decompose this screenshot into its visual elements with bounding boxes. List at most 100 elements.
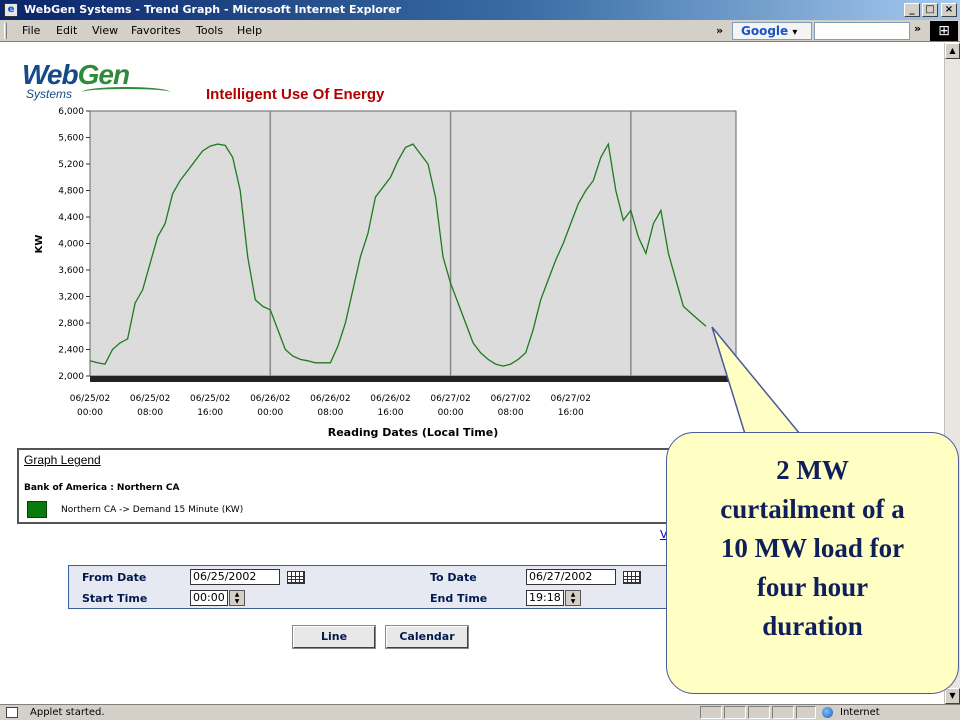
status-text: Applet started. xyxy=(30,707,105,718)
menu-edit[interactable]: Edit xyxy=(56,24,78,37)
end-time-label: End Time xyxy=(430,592,488,605)
spin-up-icon[interactable]: ▲ xyxy=(570,591,576,598)
y-axis-label: KW xyxy=(34,235,45,254)
x-tick-time: 16:00 xyxy=(377,408,403,418)
status-cell xyxy=(724,706,746,719)
from-date-field[interactable]: 06/25/2002 xyxy=(190,569,280,585)
callout-line-4: four hour xyxy=(756,572,869,602)
spin-up-icon[interactable]: ▲ xyxy=(234,591,240,598)
title-bar: e WebGen Systems - Trend Graph - Microso… xyxy=(0,0,960,20)
page-icon xyxy=(6,707,18,718)
y-tick-label: 4,400 xyxy=(58,213,84,223)
logo-systems: Systems xyxy=(26,87,73,101)
x-tick-time: 16:00 xyxy=(197,408,223,418)
status-bar: Applet started. Internet xyxy=(0,704,960,720)
y-tick-label: 2,800 xyxy=(58,319,84,329)
spin-down-icon[interactable]: ▼ xyxy=(570,598,576,605)
x-tick-date: 06/25/02 xyxy=(130,394,170,404)
y-tick-label: 5,200 xyxy=(58,160,84,170)
maximize-button[interactable]: □ xyxy=(922,3,938,17)
chart-title: Intelligent Use Of Energy xyxy=(206,86,385,103)
google-logo: Google xyxy=(741,24,789,38)
legend-title[interactable]: Graph Legend xyxy=(24,453,101,467)
y-tick-label: 4,000 xyxy=(58,240,84,250)
ie-app-icon: e xyxy=(4,3,18,17)
status-cell xyxy=(772,706,794,719)
toolbar-chevron[interactable]: » xyxy=(716,24,724,37)
webgen-logo: WebGen Systems xyxy=(22,59,170,101)
logo-swoosh xyxy=(82,87,170,97)
graph-legend: Graph Legend Bank of America : Northern … xyxy=(17,448,723,524)
x-tick-time: 08:00 xyxy=(498,408,524,418)
x-tick-date: 06/25/02 xyxy=(70,394,110,404)
window-title: WebGen Systems - Trend Graph - Microsoft… xyxy=(24,3,402,16)
callout-line-5: duration xyxy=(762,611,863,641)
menu-favorites[interactable]: Favorites xyxy=(131,24,181,37)
x-tick-date: 06/26/02 xyxy=(310,394,350,404)
x-tick-date: 06/27/02 xyxy=(551,394,591,404)
end-time-spinner[interactable]: ▲ ▼ xyxy=(565,590,581,606)
callout-line-1: 2 MW xyxy=(776,455,849,485)
callout-line-3: 10 MW load for xyxy=(720,533,905,563)
start-time-label: Start Time xyxy=(82,592,148,605)
x-tick-time: 00:00 xyxy=(77,408,103,418)
x-tick-time: 00:00 xyxy=(438,408,464,418)
close-button[interactable]: × xyxy=(941,3,957,17)
scroll-down-icon[interactable]: ▼ xyxy=(945,688,960,704)
x-tick-time: 16:00 xyxy=(558,408,584,418)
x-tick-time: 08:00 xyxy=(317,408,343,418)
windows-logo-icon: ⊞ xyxy=(930,21,958,41)
to-date-calendar-icon[interactable] xyxy=(623,571,641,584)
x-tick-date: 06/26/02 xyxy=(250,394,290,404)
spin-down-icon[interactable]: ▼ xyxy=(234,598,240,605)
y-tick-label: 2,400 xyxy=(58,346,84,356)
menu-help[interactable]: Help xyxy=(237,24,263,37)
x-tick-time: 08:00 xyxy=(137,408,163,418)
from-date-calendar-icon[interactable] xyxy=(287,571,305,584)
annotation-callout: 2 MW curtailment of a 10 MW load for fou… xyxy=(666,432,959,694)
x-tick-time: 00:00 xyxy=(257,408,283,418)
menu-tools[interactable]: Tools xyxy=(196,24,224,37)
y-tick-label: 6,000 xyxy=(58,107,84,117)
calendar-button[interactable]: Calendar xyxy=(385,625,469,649)
more-chevron[interactable]: » xyxy=(914,22,922,35)
x-tick-date: 06/26/02 xyxy=(370,394,410,404)
legend-series-label: Northern CA -> Demand 15 Minute (KW) xyxy=(61,505,244,515)
logo-gen: Gen xyxy=(77,59,130,90)
google-toolbar-button[interactable]: Google ▾ xyxy=(732,22,812,40)
to-date-field[interactable]: 06/27/2002 xyxy=(526,569,616,585)
from-date-label: From Date xyxy=(82,571,147,584)
y-tick-label: 3,600 xyxy=(58,266,84,276)
x-axis-band xyxy=(90,376,736,382)
line-button[interactable]: Line xyxy=(292,625,376,649)
security-zone: Internet xyxy=(840,707,880,718)
google-search-input[interactable] xyxy=(814,22,910,40)
start-time-spinner[interactable]: ▲ ▼ xyxy=(229,590,245,606)
y-tick-label: 4,800 xyxy=(58,187,84,197)
scroll-up-icon[interactable]: ▲ xyxy=(945,43,960,59)
toolbar-grip[interactable] xyxy=(4,23,7,39)
plot-area xyxy=(89,110,737,377)
status-cell xyxy=(796,706,816,719)
legend-swatch xyxy=(27,501,47,518)
series-line-northern-ca xyxy=(89,142,707,367)
y-tick-label: 5,600 xyxy=(58,134,84,144)
globe-icon xyxy=(822,707,833,718)
legend-group: Bank of America : Northern CA xyxy=(24,483,180,493)
callout-line-2: curtailment of a xyxy=(720,494,905,524)
status-cell xyxy=(700,706,722,719)
y-tick-label: 3,200 xyxy=(58,293,84,303)
status-cell xyxy=(748,706,770,719)
start-time-field[interactable]: 00:00 xyxy=(190,590,228,606)
minimize-button[interactable]: _ xyxy=(904,3,920,17)
y-tick-label: 2,000 xyxy=(58,372,84,382)
menu-bar: File Edit View Favorites Tools Help » Go… xyxy=(0,20,960,42)
trend-chart: 6,000 5,600 5,200 4,800 4,400 4,000 3,600 3,200… xyxy=(34,107,737,439)
end-time-field[interactable]: 19:18 xyxy=(526,590,564,606)
partial-link[interactable]: V xyxy=(660,528,668,541)
logo-web: Web xyxy=(22,59,79,90)
menu-file[interactable]: File xyxy=(22,24,41,37)
chevron-down-icon: ▾ xyxy=(792,27,798,38)
menu-view[interactable]: View xyxy=(92,24,119,37)
